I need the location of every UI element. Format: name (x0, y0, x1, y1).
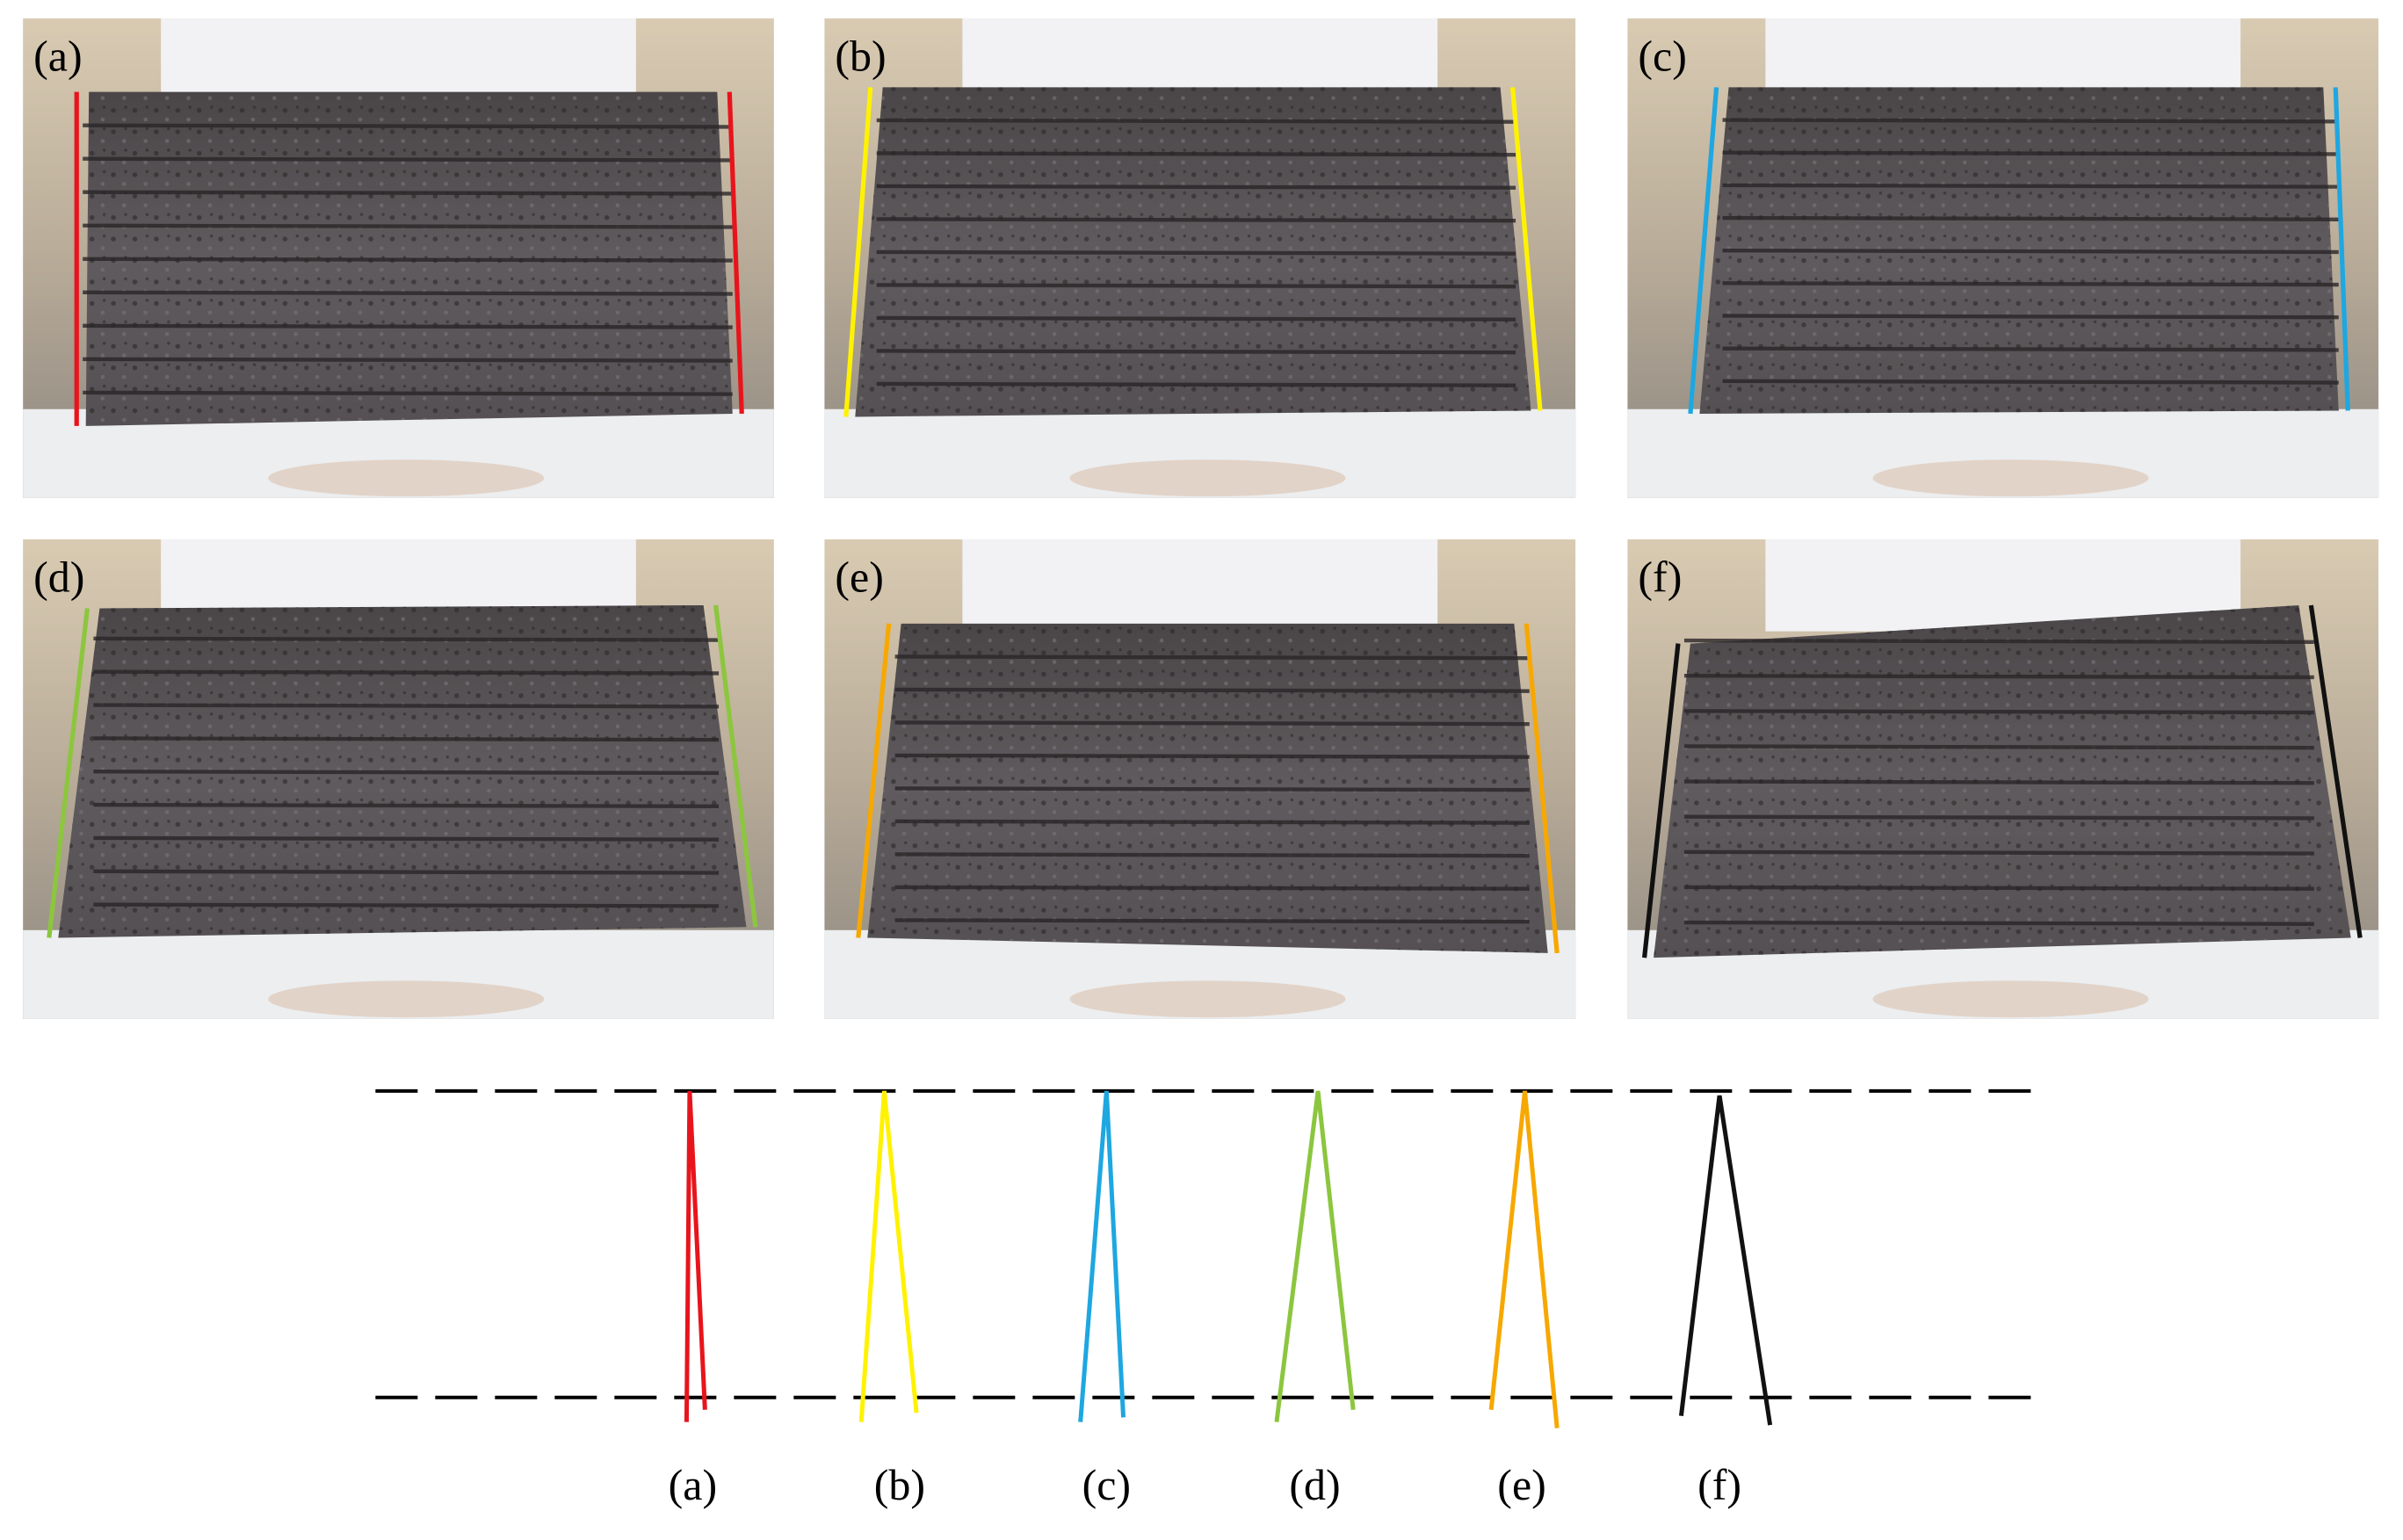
layer-seam (876, 184, 1516, 190)
slope-line (1688, 87, 1719, 415)
layer-seam (93, 703, 720, 709)
layer-seam (894, 786, 1530, 792)
profile-label: (b) (874, 1460, 925, 1509)
profile-label: (a) (669, 1460, 718, 1509)
layer-seam (876, 118, 1516, 124)
slope-profile (684, 1090, 707, 1422)
panel-label: (c) (1638, 31, 1687, 80)
layer-seam (1722, 314, 2339, 320)
layer-seam (1683, 709, 2314, 715)
layer-seam (876, 217, 1516, 223)
layer-seam (894, 918, 1530, 924)
slope-line (843, 87, 873, 417)
layer-seam (1683, 814, 2314, 821)
layer-seam (83, 223, 733, 229)
slope-line (1641, 643, 1681, 958)
layer-seam (876, 283, 1516, 289)
layer-seam (93, 902, 720, 908)
paper-stain (1069, 459, 1346, 497)
layer-seam (876, 349, 1516, 355)
layer-seam (1722, 379, 2339, 385)
backdrop (962, 539, 1438, 632)
layer-seam (1683, 744, 2314, 750)
layer-seam (83, 390, 733, 396)
profile-label: (d) (1289, 1460, 1340, 1509)
layer-seam (894, 687, 1530, 693)
slope-line (2333, 87, 2350, 411)
layer-seam (93, 869, 720, 875)
paper-stain (1069, 980, 1346, 1018)
layer-seam (1722, 215, 2339, 221)
layer-seam (83, 156, 733, 163)
layer-seam (93, 802, 720, 809)
profile-label: (e) (1497, 1460, 1546, 1509)
layer-seam (83, 123, 733, 129)
photo-panel (23, 539, 774, 1019)
layer-seam (93, 770, 720, 776)
slope-line (2308, 604, 2363, 938)
panel-label: (e) (835, 552, 884, 601)
slope-line (856, 623, 892, 938)
layer-seam (876, 315, 1516, 322)
slope-line (713, 604, 758, 928)
panel-label: (a) (33, 31, 83, 80)
layer-seam (1722, 346, 2339, 352)
profile-label: (f) (1697, 1460, 1741, 1509)
layer-seam (1722, 281, 2339, 287)
layer-seam (876, 249, 1516, 256)
layer-seam (1683, 850, 2314, 856)
layer-seam (1722, 183, 2339, 189)
layer-seam (93, 636, 720, 642)
slope-line (47, 608, 90, 938)
layer-seam (894, 753, 1530, 759)
layer-seam (93, 669, 720, 676)
slope-profile (1078, 1090, 1126, 1422)
paper-stain (268, 980, 545, 1018)
layer-seam (1722, 118, 2339, 124)
layer-seam (1683, 779, 2314, 785)
layer-seam (876, 151, 1516, 157)
layer-seam (1722, 249, 2339, 255)
layer-seam (83, 290, 733, 296)
layer-seam (894, 885, 1530, 891)
layer-seam (1683, 638, 2314, 645)
layer-seam (1683, 674, 2314, 680)
layer-seam (876, 381, 1516, 387)
slope-line (1509, 87, 1543, 411)
slope-profile (1678, 1095, 1773, 1426)
layer-seam (1683, 885, 2314, 891)
photo-panel (1627, 539, 2379, 1019)
profile-label: (c) (1082, 1460, 1132, 1509)
layer-seam (83, 357, 733, 363)
slope-profile (858, 1090, 919, 1422)
panel-label: (b) (835, 31, 886, 80)
slope-profile (1488, 1090, 1560, 1428)
panel-label: (d) (33, 552, 84, 601)
layer-seam (894, 819, 1530, 825)
paper-stain (1872, 980, 2149, 1018)
layer-seam (83, 190, 733, 196)
layer-seam (93, 736, 720, 742)
layer-seam (93, 835, 720, 842)
photo-panel (1627, 18, 2379, 498)
slope-line (1524, 623, 1560, 954)
layer-seam (894, 852, 1530, 858)
layer-seam (894, 720, 1530, 727)
paper-stain (1872, 459, 2149, 497)
layer-seam (83, 323, 733, 329)
photo-panel (23, 18, 774, 498)
paper-stain (268, 459, 545, 497)
photo-panel (824, 539, 1576, 1019)
layer-seam (1683, 920, 2314, 926)
layer-seam (83, 257, 733, 263)
layer-seam (894, 654, 1530, 661)
photo-panel (824, 18, 1576, 498)
layer-seam (1722, 150, 2339, 156)
panel-label: (f) (1638, 552, 1682, 601)
slope-line (727, 91, 744, 415)
slope-profile (1274, 1090, 1356, 1422)
